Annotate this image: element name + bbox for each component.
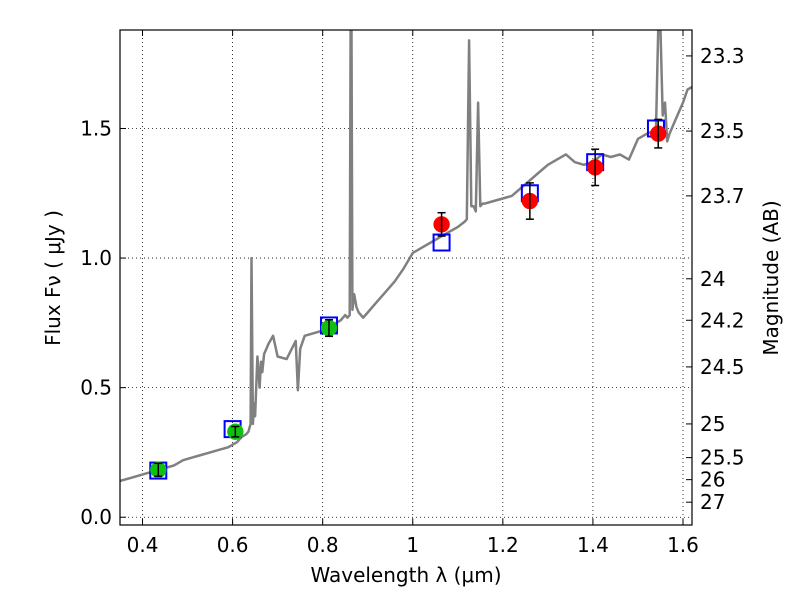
spectrum-line [120,30,692,483]
grid-lines [120,30,692,525]
y-tick-label: 0.0 [80,505,112,529]
right-tick-label: 23.7 [700,184,745,208]
right-tick-label: 23.5 [700,119,745,143]
y-tick-label: 1.0 [80,246,112,270]
axis-ticks: 0.4 0.6 0.8 1 1.2 1.4 1.6 0.0 0.5 1.0 1.5 23.3 23.5 2… [80,30,745,557]
right-tick-label: 25 [700,412,725,436]
right-tick-label: 27 [700,490,725,514]
x-tick-label: 1 [406,533,419,557]
right-tick-label: 25.5 [700,446,745,470]
right-tick-label: 26 [700,468,725,492]
x-axis-title: Wavelength λ (μm) [310,563,501,587]
right-tick-label: 24 [700,267,725,291]
x-tick-label: 1.2 [487,533,519,557]
right-axis-title: Magnitude (AB) [759,200,783,355]
right-tick-label: 24.5 [700,355,745,379]
x-tick-label: 1.4 [577,533,609,557]
y-tick-label: 1.5 [80,116,112,140]
right-tick-label: 23.3 [700,44,745,68]
plot-area [120,30,692,483]
x-tick-label: 0.8 [307,533,339,557]
y-tick-label: 0.5 [80,376,112,400]
y-axis-title: Flux Fν ( μJy ) [41,210,65,346]
right-tick-label: 24.2 [700,308,745,332]
x-tick-label: 1.6 [667,533,699,557]
x-tick-label: 0.6 [217,533,249,557]
axes-frame [119,29,693,526]
x-tick-label: 0.4 [127,533,159,557]
